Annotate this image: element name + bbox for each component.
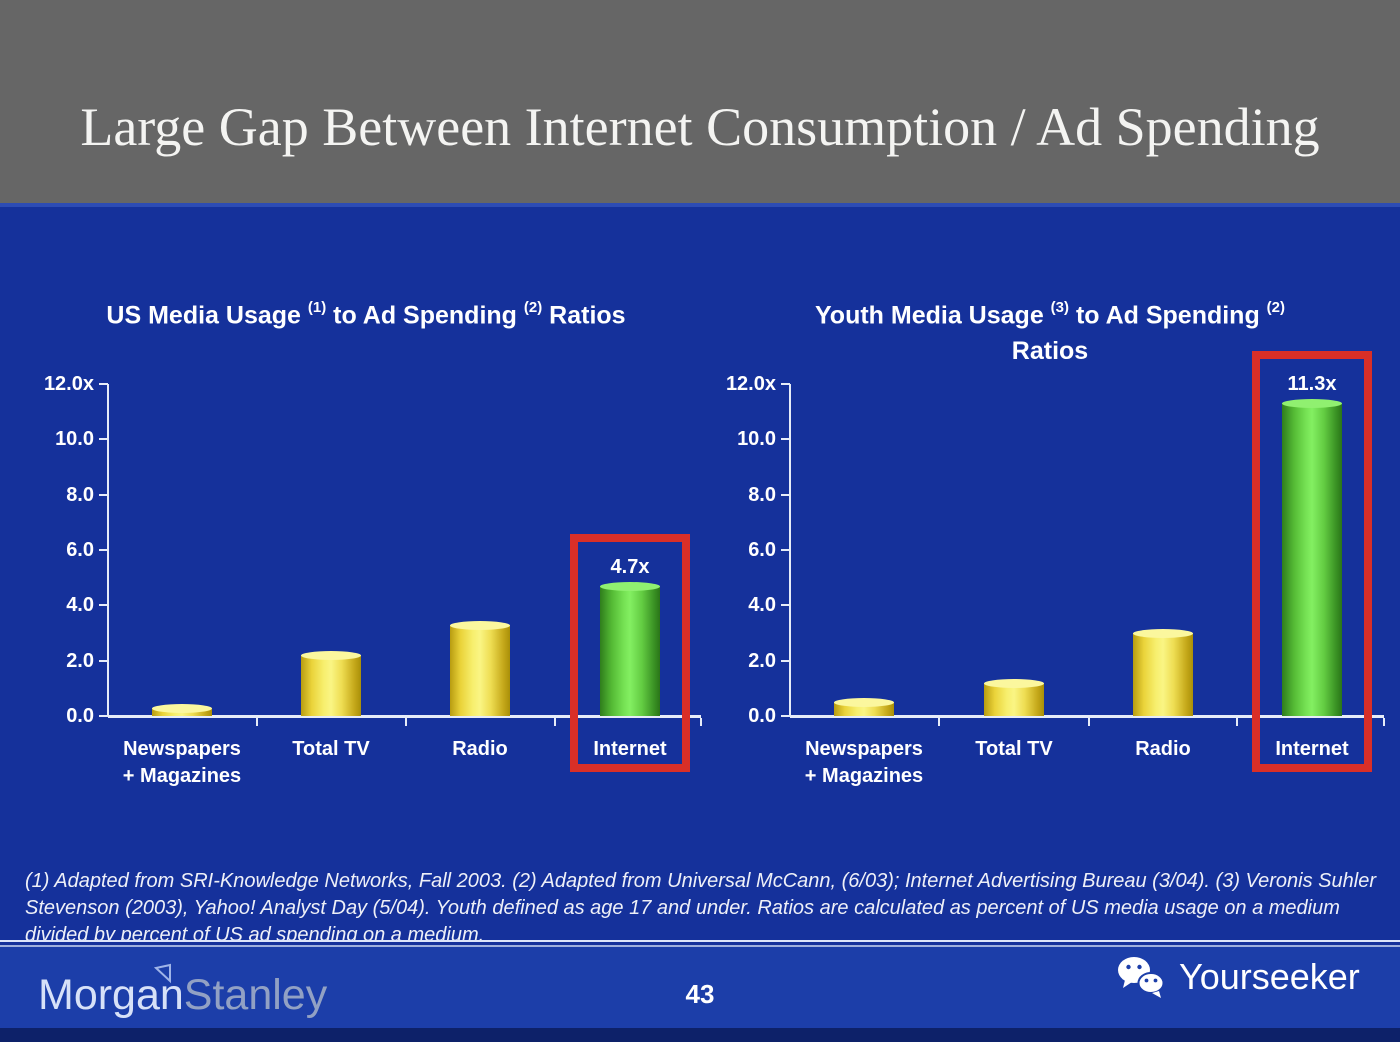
x-axis-tick bbox=[554, 718, 556, 726]
category-label: Radio bbox=[452, 738, 508, 760]
y-axis-tick bbox=[99, 604, 108, 606]
x-axis-tick bbox=[1236, 718, 1238, 726]
bar-cap bbox=[834, 698, 894, 707]
y-axis bbox=[107, 384, 109, 716]
y-axis-tick bbox=[99, 494, 108, 496]
slide-footer: MorganStanley 43 Yourseeker bbox=[0, 947, 1400, 1028]
y-axis-tick bbox=[781, 604, 790, 606]
x-axis bbox=[108, 715, 701, 718]
y-axis-tick bbox=[99, 383, 108, 385]
chart-title-text: to Ad Spending bbox=[1069, 301, 1267, 330]
bar-internet bbox=[1282, 399, 1342, 716]
y-tick-label: 0.0 bbox=[748, 705, 776, 727]
bar-cap bbox=[152, 704, 212, 713]
bar-cap bbox=[1133, 629, 1193, 638]
page-number: 43 bbox=[685, 979, 715, 1009]
slide-title: Large Gap Between Internet Consumption /… bbox=[80, 97, 1320, 157]
category-label: Radio bbox=[1135, 738, 1191, 760]
y-tick-label: 12.0x bbox=[43, 373, 94, 395]
y-axis-tick bbox=[99, 438, 108, 440]
chart-title-youth-media: Youth Media Usage (3) to Ad Spending (2)… bbox=[730, 292, 1370, 369]
bar-cap bbox=[301, 651, 361, 660]
y-axis-tick bbox=[781, 383, 790, 385]
bar-cap bbox=[600, 582, 660, 591]
x-axis-tick bbox=[1383, 718, 1385, 726]
chart-title-line2: Ratios bbox=[1011, 337, 1089, 366]
x-axis-tick bbox=[1088, 718, 1090, 726]
chart-title-text: Youth Media Usage bbox=[814, 301, 1051, 330]
stanley-text: Stanley bbox=[183, 971, 328, 1019]
yourseeker-logo: Yourseeker bbox=[1115, 955, 1360, 999]
y-axis bbox=[789, 384, 791, 716]
x-axis-tick bbox=[700, 718, 702, 726]
y-axis-tick bbox=[781, 438, 790, 440]
y-tick-label: 10.0 bbox=[737, 428, 776, 450]
highlight-box bbox=[570, 534, 690, 772]
value-label: 4.7x bbox=[610, 556, 650, 578]
footnote-ref-2: (2) bbox=[1266, 299, 1286, 316]
footnote-ref-2: (2) bbox=[523, 299, 543, 316]
bar-radio bbox=[1133, 629, 1193, 716]
footnote: (1) Adapted from SRI-Knowledge Networks,… bbox=[25, 870, 1376, 946]
y-tick-label: 6.0 bbox=[748, 539, 776, 561]
category-label: Newspapers + Magazines bbox=[804, 738, 924, 787]
morgan-stanley-logo: MorganStanley bbox=[38, 963, 328, 1020]
morgan-stanley-triangle-icon bbox=[154, 963, 171, 984]
chart-title-us-media: US Media Usage (1) to Ad Spending (2) Ra… bbox=[60, 292, 672, 333]
y-tick-label: 4.0 bbox=[66, 594, 94, 616]
bar-cap bbox=[450, 621, 510, 630]
footnote-ref-3: (3) bbox=[1050, 299, 1070, 316]
bar-total-tv bbox=[984, 679, 1044, 716]
slide-header: Large Gap Between Internet Consumption /… bbox=[0, 0, 1400, 203]
y-axis-tick bbox=[781, 494, 790, 496]
y-tick-label: 6.0 bbox=[66, 539, 94, 561]
footnote-ref-1: (1) bbox=[307, 299, 327, 316]
header-divider bbox=[0, 203, 1400, 207]
morgan-text: Morgan bbox=[38, 971, 184, 1019]
category-label: Internet bbox=[1275, 738, 1349, 760]
bar-radio bbox=[450, 621, 510, 716]
chart-title-text: Ratios bbox=[542, 301, 626, 330]
bar-total-tv bbox=[301, 651, 361, 716]
x-axis-tick bbox=[405, 718, 407, 726]
bar-cap bbox=[984, 679, 1044, 688]
x-axis bbox=[790, 715, 1384, 718]
y-tick-label: 0.0 bbox=[66, 705, 94, 727]
y-tick-label: 4.0 bbox=[748, 594, 776, 616]
bar-cap bbox=[1282, 399, 1342, 408]
x-axis-tick bbox=[256, 718, 258, 726]
chart-title-text: to Ad Spending bbox=[326, 301, 524, 330]
chart-title-text: US Media Usage bbox=[106, 301, 308, 330]
y-axis-tick bbox=[99, 549, 108, 551]
category-label: Internet bbox=[593, 738, 667, 760]
bar-newspapers-magazines bbox=[834, 698, 894, 716]
footer-divider bbox=[0, 940, 1400, 947]
x-axis-tick bbox=[938, 718, 940, 726]
y-tick-label: 2.0 bbox=[66, 650, 94, 672]
y-axis-tick bbox=[781, 549, 790, 551]
value-label: 11.3x bbox=[1287, 373, 1337, 395]
y-tick-label: 8.0 bbox=[66, 484, 94, 506]
y-tick-label: 8.0 bbox=[748, 484, 776, 506]
y-axis-tick bbox=[781, 715, 790, 717]
yourseeker-text: Yourseeker bbox=[1179, 956, 1360, 997]
bar-internet bbox=[600, 582, 660, 716]
category-label: Total TV bbox=[975, 738, 1053, 760]
category-label: Total TV bbox=[292, 738, 370, 760]
y-axis-tick bbox=[99, 660, 108, 662]
y-axis-tick bbox=[99, 715, 108, 717]
category-label: Newspapers + Magazines bbox=[122, 738, 242, 787]
y-tick-label: 12.0x bbox=[725, 373, 776, 395]
highlight-box bbox=[1252, 351, 1372, 772]
y-tick-label: 10.0 bbox=[55, 428, 94, 450]
y-tick-label: 2.0 bbox=[748, 650, 776, 672]
wechat-icon bbox=[1118, 957, 1165, 998]
y-axis-tick bbox=[781, 660, 790, 662]
bar-newspapers-magazines bbox=[152, 704, 212, 716]
bottom-strip bbox=[0, 1028, 1400, 1042]
